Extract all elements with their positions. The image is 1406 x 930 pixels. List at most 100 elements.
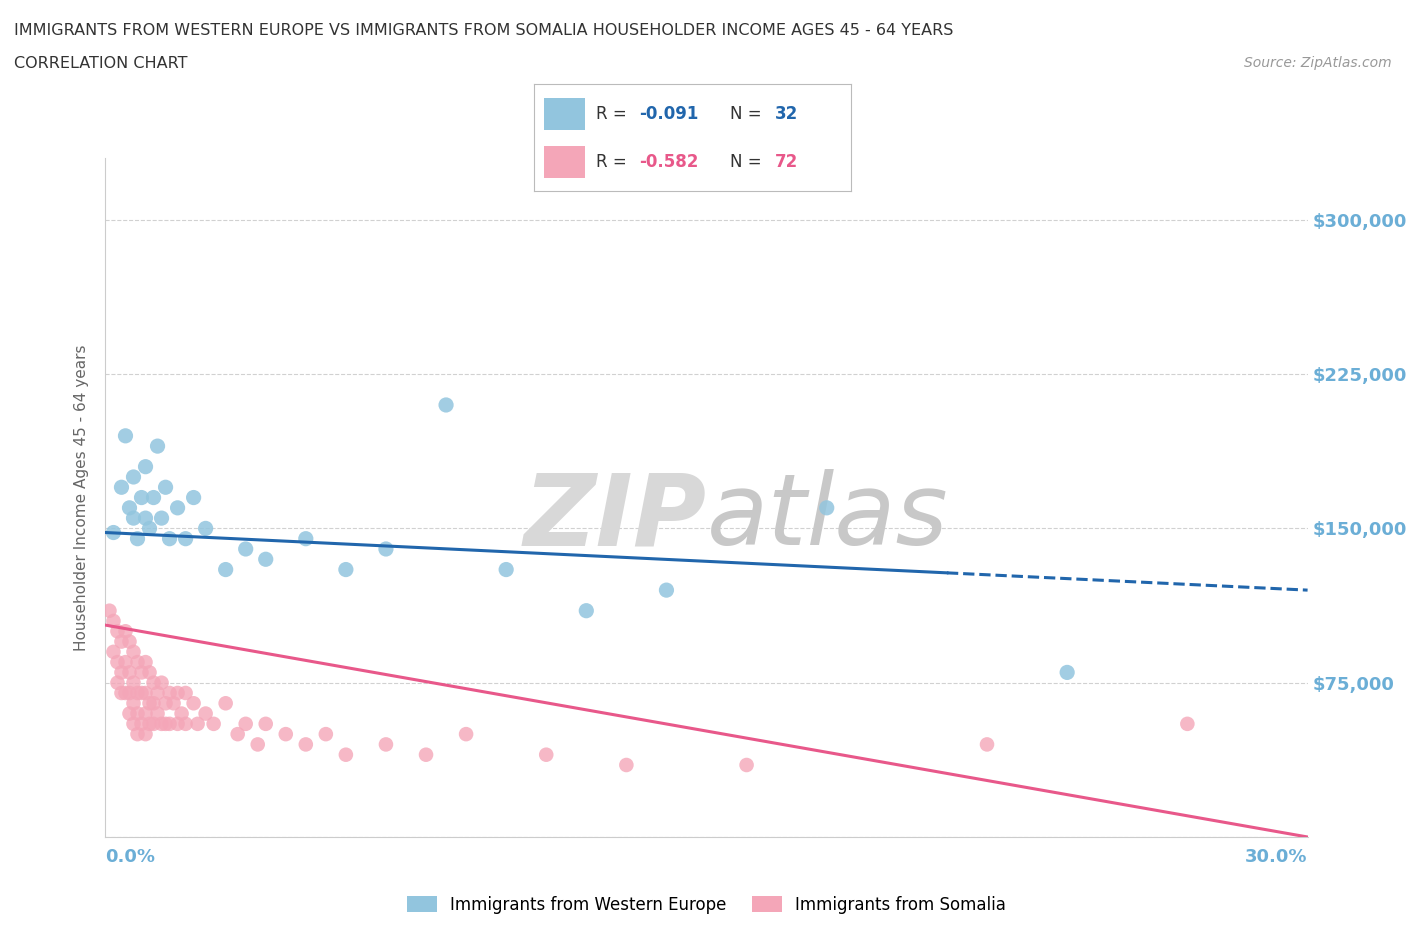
Point — [107, 624, 129, 639]
Point — [118, 685, 141, 700]
Point — [534, 748, 557, 763]
Point — [118, 634, 141, 649]
Point — [214, 696, 236, 711]
Point — [98, 604, 121, 618]
Point — [146, 706, 169, 721]
Point — [295, 737, 318, 751]
Text: -0.091: -0.091 — [638, 105, 697, 123]
Point — [122, 511, 145, 525]
Point — [146, 439, 169, 454]
Point — [142, 696, 165, 711]
Text: 32: 32 — [775, 105, 799, 123]
Text: -0.582: -0.582 — [638, 153, 697, 171]
Point — [254, 551, 277, 566]
Point — [815, 500, 838, 515]
Point — [114, 624, 136, 639]
Point — [415, 748, 437, 763]
Text: IMMIGRANTS FROM WESTERN EUROPE VS IMMIGRANTS FROM SOMALIA HOUSEHOLDER INCOME AGE: IMMIGRANTS FROM WESTERN EUROPE VS IMMIGR… — [14, 23, 953, 38]
Point — [374, 737, 398, 751]
Point — [1177, 716, 1199, 731]
Point — [127, 685, 149, 700]
Point — [150, 716, 173, 731]
Point — [118, 500, 141, 515]
Point — [214, 562, 236, 577]
Point — [114, 685, 136, 700]
Point — [150, 675, 173, 690]
Point — [174, 685, 197, 700]
Y-axis label: Householder Income Ages 45 - 64 years: Householder Income Ages 45 - 64 years — [75, 344, 90, 651]
Point — [127, 531, 149, 546]
Point — [135, 511, 157, 525]
Point — [122, 644, 145, 659]
Point — [434, 397, 457, 412]
Point — [246, 737, 269, 751]
Text: 0.0%: 0.0% — [105, 848, 156, 866]
Point — [150, 511, 173, 525]
Point — [110, 480, 132, 495]
Text: atlas: atlas — [707, 470, 948, 566]
Text: Source: ZipAtlas.com: Source: ZipAtlas.com — [1244, 56, 1392, 70]
Point — [135, 459, 157, 474]
Point — [135, 685, 157, 700]
Point — [159, 531, 181, 546]
Point — [138, 716, 160, 731]
Point — [735, 758, 758, 773]
Point — [226, 726, 249, 741]
Point — [155, 696, 177, 711]
Point — [335, 562, 357, 577]
Point — [110, 634, 132, 649]
Point — [118, 706, 141, 721]
Point — [183, 696, 205, 711]
Point — [114, 429, 136, 444]
Point — [235, 716, 257, 731]
Point — [131, 490, 153, 505]
Point — [142, 675, 165, 690]
Point — [374, 541, 398, 556]
Text: R =: R = — [596, 105, 631, 123]
Point — [142, 716, 165, 731]
Text: N =: N = — [731, 105, 768, 123]
Point — [194, 706, 217, 721]
Point — [166, 500, 188, 515]
Point — [655, 583, 678, 598]
Point — [131, 665, 153, 680]
Point — [103, 614, 125, 629]
Point — [122, 470, 145, 485]
Point — [103, 525, 125, 540]
Point — [122, 696, 145, 711]
Point — [495, 562, 517, 577]
Point — [138, 696, 160, 711]
Point — [127, 726, 149, 741]
Point — [146, 685, 169, 700]
Point — [107, 675, 129, 690]
Point — [335, 748, 357, 763]
Point — [103, 644, 125, 659]
Point — [295, 531, 318, 546]
Point — [122, 716, 145, 731]
Point — [575, 604, 598, 618]
Point — [131, 685, 153, 700]
Point — [162, 696, 184, 711]
Point — [235, 541, 257, 556]
Point — [194, 521, 217, 536]
Point — [166, 716, 188, 731]
Point — [454, 726, 477, 741]
Point — [315, 726, 337, 741]
Text: R =: R = — [596, 153, 631, 171]
Point — [110, 665, 132, 680]
Point — [118, 665, 141, 680]
Point — [107, 655, 129, 670]
Point — [1056, 665, 1078, 680]
Point — [135, 655, 157, 670]
Text: CORRELATION CHART: CORRELATION CHART — [14, 56, 187, 71]
Bar — [544, 146, 585, 178]
Point — [110, 685, 132, 700]
Text: N =: N = — [731, 153, 768, 171]
Point — [159, 716, 181, 731]
Point — [142, 490, 165, 505]
Point — [166, 685, 188, 700]
Text: 72: 72 — [775, 153, 799, 171]
Point — [127, 655, 149, 670]
Point — [155, 480, 177, 495]
Point — [976, 737, 998, 751]
